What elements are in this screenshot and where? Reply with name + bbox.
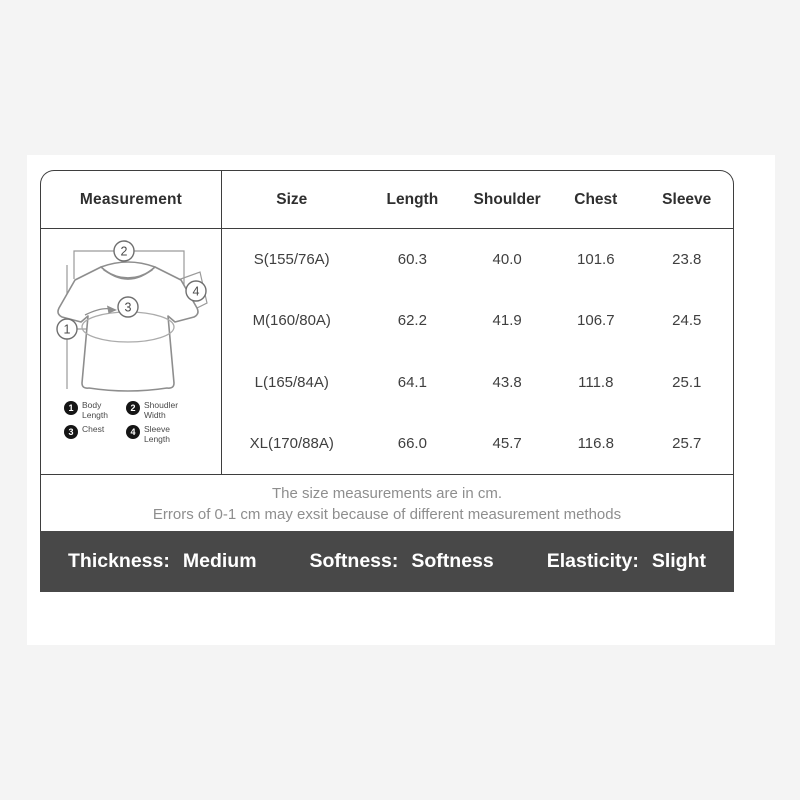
attribute-label: Thickness: — [68, 550, 170, 572]
attribute-value: Softness — [411, 550, 494, 572]
tshirt-measurement-diagram: 2 1 3 4 — [56, 240, 208, 392]
legend-label: Length — [144, 434, 170, 445]
legend-label: Chest — [82, 424, 105, 435]
legend-item-shoulder-width: 2 Shoudler Width — [126, 400, 198, 420]
size-chart-card: Measurement Size Length Shoulder Chest S… — [40, 170, 734, 531]
cell-length: 66.0 — [397, 434, 427, 452]
table-header-row: Measurement Size Length Shoulder Chest S… — [41, 171, 733, 229]
cell-shoulder: 41.9 — [492, 312, 522, 330]
legend-item-sleeve-length: 4 Sleeve Length — [126, 424, 198, 444]
table-row: L(165/84A) 64.1 43.8 111.8 25.1 — [222, 352, 733, 413]
attribute-elasticity: Elasticity: Slight — [547, 550, 706, 573]
legend-label: Sleeve — [144, 424, 170, 435]
legend-item-chest: 3 Chest — [64, 424, 126, 444]
column-header-length: Length — [386, 190, 439, 208]
cell-chest: 111.8 — [578, 373, 614, 391]
attribute-label: Elasticity: — [546, 550, 639, 572]
size-rows: S(155/76A) 60.3 40.0 101.6 23.8 M(160/80… — [222, 229, 733, 474]
cell-size: M(160/80A) — [252, 312, 331, 330]
callout-4: 4 — [193, 285, 200, 299]
legend-num-2: 2 — [126, 401, 140, 415]
attribute-value: Medium — [182, 550, 257, 572]
callout-circles: 2 1 3 4 — [56, 240, 207, 340]
column-headers: Size Length Shoulder Chest Sleeve — [222, 171, 733, 228]
cell-sleeve: 25.7 — [672, 434, 702, 452]
cell-size: XL(170/88A) — [249, 434, 334, 452]
legend-label: Shoudler — [144, 400, 179, 410]
table-row: XL(170/88A) 66.0 45.7 116.8 25.7 — [222, 413, 733, 474]
size-chart-panel: Measurement Size Length Shoulder Chest S… — [27, 155, 775, 645]
note-line-1: The size measurements are in cm. — [271, 485, 503, 502]
cell-chest: 106.7 — [577, 312, 615, 330]
note-line-2: Errors of 0-1 cm may exsit because of di… — [152, 506, 622, 523]
measurement-legend: 1 Body Length 2 Shoudler Width 3 Chest 4 S… — [64, 400, 198, 444]
legend-label: Width — [144, 410, 166, 421]
cell-sleeve: 23.8 — [672, 251, 702, 269]
column-header-shoulder: Shoulder — [473, 190, 541, 208]
measurement-label: Measurement — [79, 190, 183, 208]
legend-num-1: 1 — [64, 401, 78, 415]
cell-length: 62.2 — [397, 312, 427, 330]
cell-shoulder: 43.8 — [492, 373, 522, 391]
measurement-header-cell: Measurement — [41, 171, 222, 228]
attribute-label: Softness: — [309, 550, 399, 572]
legend-item-body-length: 1 Body Length — [64, 400, 126, 420]
callout-3: 3 — [125, 301, 132, 315]
table-row: M(160/80A) 62.2 41.9 106.7 24.5 — [222, 290, 733, 351]
cell-chest: 116.8 — [577, 434, 614, 452]
table-row: S(155/76A) 60.3 40.0 101.6 23.8 — [222, 229, 733, 290]
cell-chest: 101.6 — [577, 251, 615, 269]
tshirt-outline — [57, 261, 199, 392]
legend-label: Body — [82, 400, 102, 410]
legend-label: Length — [82, 410, 108, 421]
measurement-note: The size measurements are in cm. Errors … — [41, 474, 733, 531]
column-header-chest: Chest — [574, 190, 618, 208]
cell-shoulder: 45.7 — [492, 434, 522, 452]
cell-size: S(155/76A) — [253, 251, 330, 269]
cell-length: 60.3 — [397, 251, 427, 269]
measurement-diagram-cell: 2 1 3 4 1 Body Length 2 — [41, 229, 222, 474]
attribute-softness: Softness: Softness — [310, 550, 494, 573]
legend-num-4: 4 — [126, 425, 140, 440]
callout-1: 1 — [64, 323, 71, 337]
attribute-value: Slight — [651, 550, 706, 572]
chest-arrowhead — [107, 305, 117, 314]
cell-size: L(165/84A) — [254, 373, 329, 391]
column-header-sleeve: Sleeve — [662, 190, 712, 208]
callout-2: 2 — [121, 245, 128, 259]
attribute-thickness: Thickness: Medium — [68, 550, 257, 573]
fabric-attributes-bar: Thickness: Medium Softness: Softness Ela… — [40, 531, 734, 592]
table-body: 2 1 3 4 1 Body Length 2 — [41, 229, 733, 474]
cell-sleeve: 25.1 — [672, 373, 702, 391]
cell-length: 64.1 — [397, 373, 427, 391]
legend-num-3: 3 — [64, 425, 78, 440]
cell-sleeve: 24.5 — [672, 312, 702, 330]
cell-shoulder: 40.0 — [492, 251, 522, 269]
column-header-size: Size — [276, 190, 308, 208]
